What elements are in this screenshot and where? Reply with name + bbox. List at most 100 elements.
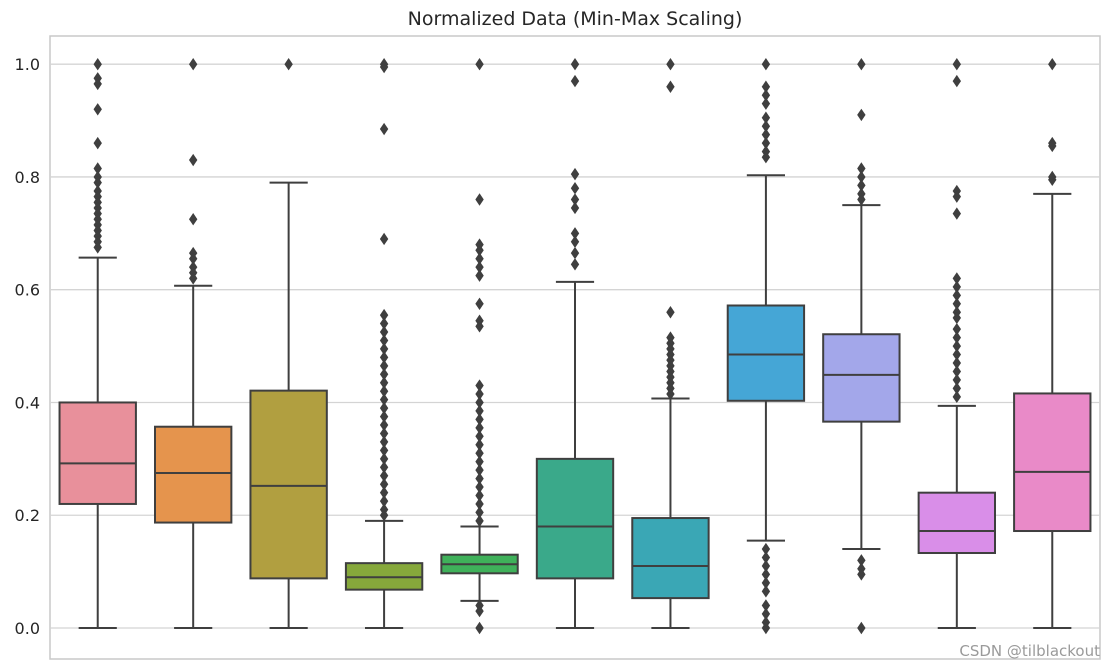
outlier-point [570,201,580,215]
outlier-point [857,162,866,175]
box-body [631,517,710,600]
outlier-point [761,111,771,124]
outlier-point [666,57,675,71]
outlier-point [570,57,580,71]
box-body [154,425,233,524]
box-6 [535,57,615,629]
outlier-point [952,272,962,285]
outlier-point [761,599,771,612]
outlier-point [475,480,484,494]
outlier-point [570,227,580,240]
outlier-point [761,120,771,133]
outlier-point [93,103,102,116]
box-11 [1013,57,1092,629]
outlier-point [761,80,771,93]
outlier-point [93,57,102,71]
outlier-point [475,269,484,282]
outlier-point [952,365,962,378]
outlier-point [379,376,389,389]
outlier-point [475,387,484,401]
y-tick-label: 0.4 [15,393,40,412]
outlier-point [570,193,580,206]
outlier-point [952,339,962,353]
outlier-point [475,413,484,426]
outlier-point [188,57,198,71]
outlier-point [188,213,198,226]
box-7 [631,57,710,629]
outlier-point [952,280,962,294]
outlier-point [570,235,580,248]
box-body [1013,392,1092,533]
box-9 [822,57,901,635]
box-body [58,401,137,505]
outlier-point [952,382,962,395]
outlier-point [379,351,389,364]
outlier-point [761,88,771,102]
outlier-point [570,167,580,181]
outlier-point [570,74,580,88]
outlier-point [475,438,484,451]
outlier-point [188,153,198,167]
y-tick-label: 1.0 [15,55,40,74]
outlier-point [857,568,866,581]
outlier-point [379,418,389,432]
outlier-point [475,193,484,206]
outlier-point [952,390,962,404]
outlier-point [952,207,962,220]
outlier-point [666,80,675,93]
outlier-point [857,108,866,122]
outlier-point [475,260,484,274]
outlier-point [379,401,389,415]
outlier-point [952,289,962,302]
box-5 [440,57,519,635]
outlier-point [570,182,580,195]
outlier-point [379,232,389,246]
outlier-point [379,469,389,482]
outlier-point [379,384,389,398]
outlier-point [475,244,484,257]
outlier-point [379,342,389,356]
boxes-group [58,57,1092,635]
outlier-point [952,190,962,203]
box-body [726,304,806,402]
outlier-point [379,486,389,499]
outlier-point [952,57,962,71]
outlier-point [379,494,389,508]
outlier-point [475,463,484,477]
outlier-point [379,334,389,347]
y-axis-ticks: 0.0 0.2 0.4 0.6 0.8 1.0 [15,55,40,638]
outlier-point [475,379,484,392]
outlier-point [475,489,484,502]
outlier-point [761,607,771,621]
outlier-point [475,430,484,443]
outlier-point [475,404,484,418]
outlier-point [952,373,962,387]
outlier-point [379,393,389,406]
y-tick-label: 0.6 [15,281,40,300]
box-3 [249,57,328,629]
outlier-point [952,311,962,325]
outlier-point [761,151,771,164]
outlier-point [475,497,484,511]
outlier-point [952,322,962,336]
outlier-point [857,621,866,635]
outlier-point [475,604,484,618]
outlier-point [93,77,102,91]
outlier-point [570,246,580,260]
outlier-point [952,297,962,311]
outlier-point [379,461,389,474]
outlier-point [379,359,389,373]
outlier-point [1048,57,1057,71]
outlier-point [379,435,389,449]
outlier-point [379,60,389,74]
outlier-point [952,331,962,344]
outlier-point [475,252,484,265]
chart-title: Normalized Data (Min-Max Scaling) [408,8,743,30]
outlier-point [857,554,866,567]
box-4 [344,57,424,629]
y-tick-label: 0.2 [15,506,40,525]
outlier-point [761,551,771,564]
outlier-point [857,170,866,184]
outlier-point [1048,173,1057,186]
